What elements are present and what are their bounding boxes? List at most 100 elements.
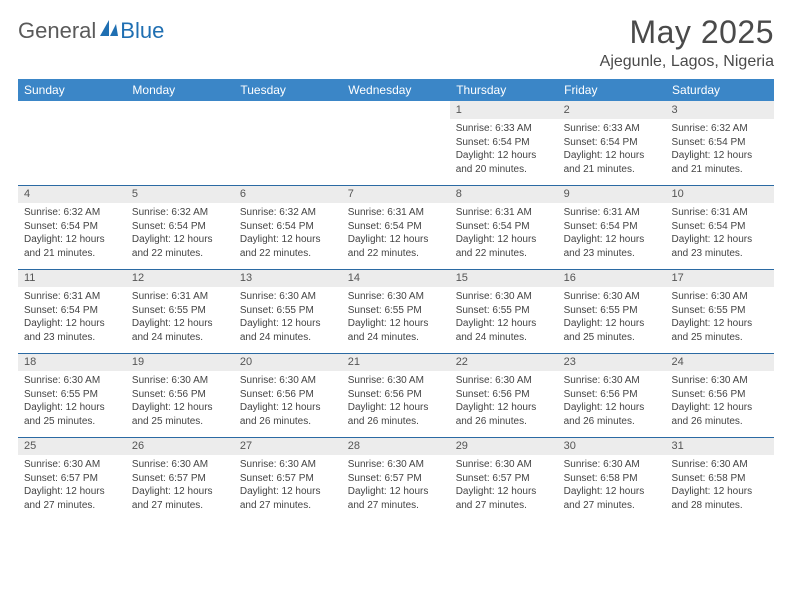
day-number: 13	[234, 269, 342, 287]
daylight-text: Daylight: 12 hours and 23 minutes.	[564, 233, 660, 260]
sunset-text: Sunset: 6:55 PM	[456, 304, 552, 318]
location: Ajegunle, Lagos, Nigeria	[600, 53, 774, 71]
sunset-text: Sunset: 6:58 PM	[564, 472, 660, 486]
day-number: 30	[558, 437, 666, 455]
sunset-text: Sunset: 6:56 PM	[672, 388, 768, 402]
sunset-text: Sunset: 6:54 PM	[24, 304, 120, 318]
daylight-text: Daylight: 12 hours and 25 minutes.	[672, 317, 768, 344]
day-number: 20	[234, 353, 342, 371]
daylight-text: Daylight: 12 hours and 25 minutes.	[24, 401, 120, 428]
day-detail: Sunrise: 6:30 AMSunset: 6:55 PMDaylight:…	[234, 287, 342, 353]
daylight-text: Daylight: 12 hours and 21 minutes.	[24, 233, 120, 260]
daylight-text: Daylight: 12 hours and 27 minutes.	[132, 485, 228, 512]
day-number: 31	[666, 437, 774, 455]
day-number-row: 11121314151617	[18, 269, 774, 287]
day-number: 14	[342, 269, 450, 287]
day-number: 11	[18, 269, 126, 287]
day-number: 15	[450, 269, 558, 287]
day-header-sun: Sunday	[18, 79, 126, 101]
month-title: May 2025	[600, 14, 774, 51]
day-header-wed: Wednesday	[342, 79, 450, 101]
empty-cell	[126, 101, 234, 119]
day-detail: Sunrise: 6:31 AMSunset: 6:54 PMDaylight:…	[450, 203, 558, 269]
sunrise-text: Sunrise: 6:30 AM	[456, 290, 552, 304]
daylight-text: Daylight: 12 hours and 27 minutes.	[240, 485, 336, 512]
daylight-text: Daylight: 12 hours and 24 minutes.	[456, 317, 552, 344]
sunrise-text: Sunrise: 6:30 AM	[348, 290, 444, 304]
empty-cell	[18, 101, 126, 119]
sunrise-text: Sunrise: 6:30 AM	[564, 290, 660, 304]
day-detail: Sunrise: 6:31 AMSunset: 6:54 PMDaylight:…	[558, 203, 666, 269]
day-detail: Sunrise: 6:30 AMSunset: 6:58 PMDaylight:…	[558, 455, 666, 521]
day-number: 19	[126, 353, 234, 371]
day-number: 25	[18, 437, 126, 455]
day-detail: Sunrise: 6:30 AMSunset: 6:55 PMDaylight:…	[18, 371, 126, 437]
logo-text-general: General	[18, 18, 96, 44]
day-number: 29	[450, 437, 558, 455]
day-number: 9	[558, 185, 666, 203]
sunset-text: Sunset: 6:54 PM	[132, 220, 228, 234]
sunset-text: Sunset: 6:55 PM	[240, 304, 336, 318]
sunrise-text: Sunrise: 6:30 AM	[672, 290, 768, 304]
daylight-text: Daylight: 12 hours and 22 minutes.	[240, 233, 336, 260]
sunrise-text: Sunrise: 6:31 AM	[132, 290, 228, 304]
sunset-text: Sunset: 6:55 PM	[348, 304, 444, 318]
sunrise-text: Sunrise: 6:30 AM	[672, 458, 768, 472]
day-number-row: 25262728293031	[18, 437, 774, 455]
day-number: 6	[234, 185, 342, 203]
sunrise-text: Sunrise: 6:31 AM	[348, 206, 444, 220]
sunset-text: Sunset: 6:54 PM	[672, 220, 768, 234]
empty-cell	[234, 119, 342, 185]
sunset-text: Sunset: 6:57 PM	[132, 472, 228, 486]
day-detail: Sunrise: 6:30 AMSunset: 6:56 PMDaylight:…	[342, 371, 450, 437]
daylight-text: Daylight: 12 hours and 22 minutes.	[348, 233, 444, 260]
sunset-text: Sunset: 6:54 PM	[348, 220, 444, 234]
day-number: 3	[666, 101, 774, 119]
logo-text-blue: Blue	[120, 18, 164, 44]
empty-cell	[342, 119, 450, 185]
daylight-text: Daylight: 12 hours and 24 minutes.	[132, 317, 228, 344]
sunset-text: Sunset: 6:55 PM	[672, 304, 768, 318]
daylight-text: Daylight: 12 hours and 26 minutes.	[240, 401, 336, 428]
day-detail: Sunrise: 6:32 AMSunset: 6:54 PMDaylight:…	[666, 119, 774, 185]
daylight-text: Daylight: 12 hours and 22 minutes.	[132, 233, 228, 260]
daylight-text: Daylight: 12 hours and 27 minutes.	[348, 485, 444, 512]
sunset-text: Sunset: 6:57 PM	[456, 472, 552, 486]
sunrise-text: Sunrise: 6:30 AM	[132, 458, 228, 472]
empty-cell	[18, 119, 126, 185]
sunrise-text: Sunrise: 6:30 AM	[24, 458, 120, 472]
day-number: 18	[18, 353, 126, 371]
day-detail-row: Sunrise: 6:30 AMSunset: 6:55 PMDaylight:…	[18, 371, 774, 437]
sunset-text: Sunset: 6:56 PM	[240, 388, 336, 402]
daylight-text: Daylight: 12 hours and 23 minutes.	[24, 317, 120, 344]
sunset-text: Sunset: 6:54 PM	[456, 136, 552, 150]
sunset-text: Sunset: 6:54 PM	[456, 220, 552, 234]
sunrise-text: Sunrise: 6:32 AM	[132, 206, 228, 220]
day-number: 16	[558, 269, 666, 287]
calendar-header-row: Sunday Monday Tuesday Wednesday Thursday…	[18, 79, 774, 101]
sunrise-text: Sunrise: 6:30 AM	[564, 374, 660, 388]
sunrise-text: Sunrise: 6:30 AM	[240, 374, 336, 388]
sunset-text: Sunset: 6:55 PM	[24, 388, 120, 402]
day-detail: Sunrise: 6:32 AMSunset: 6:54 PMDaylight:…	[126, 203, 234, 269]
day-number: 1	[450, 101, 558, 119]
day-detail: Sunrise: 6:30 AMSunset: 6:57 PMDaylight:…	[342, 455, 450, 521]
day-detail: Sunrise: 6:30 AMSunset: 6:57 PMDaylight:…	[126, 455, 234, 521]
sunset-text: Sunset: 6:56 PM	[348, 388, 444, 402]
sunset-text: Sunset: 6:58 PM	[672, 472, 768, 486]
day-number: 22	[450, 353, 558, 371]
day-detail: Sunrise: 6:30 AMSunset: 6:57 PMDaylight:…	[450, 455, 558, 521]
day-detail: Sunrise: 6:31 AMSunset: 6:55 PMDaylight:…	[126, 287, 234, 353]
daylight-text: Daylight: 12 hours and 26 minutes.	[348, 401, 444, 428]
day-number: 10	[666, 185, 774, 203]
sunrise-text: Sunrise: 6:30 AM	[564, 458, 660, 472]
sunset-text: Sunset: 6:57 PM	[348, 472, 444, 486]
sunset-text: Sunset: 6:56 PM	[132, 388, 228, 402]
day-detail: Sunrise: 6:30 AMSunset: 6:56 PMDaylight:…	[450, 371, 558, 437]
day-number: 26	[126, 437, 234, 455]
day-number: 28	[342, 437, 450, 455]
sunrise-text: Sunrise: 6:30 AM	[456, 374, 552, 388]
sunrise-text: Sunrise: 6:31 AM	[672, 206, 768, 220]
day-detail: Sunrise: 6:33 AMSunset: 6:54 PMDaylight:…	[450, 119, 558, 185]
daylight-text: Daylight: 12 hours and 28 minutes.	[672, 485, 768, 512]
